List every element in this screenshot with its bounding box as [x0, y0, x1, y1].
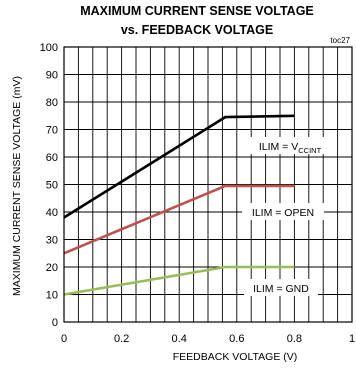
- y-tick-label: 100: [40, 42, 58, 54]
- annotation-main-text: ILIM = OPEN: [252, 207, 314, 219]
- y-tick-label: 70: [46, 125, 58, 137]
- x-axis-label: FEEDBACK VOLTAGE (V): [173, 351, 297, 363]
- y-tick-label: 50: [46, 180, 58, 192]
- chart-title-line-1: MAXIMUM CURRENT SENSE VOLTAGE: [80, 4, 314, 18]
- y-tick-label: 0: [52, 317, 58, 329]
- y-tick-label: 20: [46, 262, 58, 274]
- plot-area-frame: [63, 46, 353, 323]
- x-tick-label: 0.2: [114, 333, 129, 345]
- x-tick-label: 1: [349, 333, 355, 345]
- annotation-background: [244, 279, 318, 296]
- series-line-2: [63, 184, 295, 255]
- annotation-layer: ILIM = VCCINT ILIM = OPEN ILIM = GND: [242, 137, 336, 296]
- annotation-background: [242, 203, 324, 220]
- x-tick-label: 0.6: [229, 333, 244, 345]
- y-tick-label: 10: [46, 290, 58, 302]
- x-tick-label: 0.4: [172, 333, 187, 345]
- y-tick-label: 40: [46, 207, 58, 219]
- series-annotation-2: ILIM = OPEN: [252, 207, 314, 219]
- series-annotation-1: ILIM = VCCINT: [259, 141, 322, 155]
- y-axis-label: MAXIMUM CURRENT SENSE VOLTAGE (mV): [11, 76, 23, 296]
- y-tick-label: 30: [46, 235, 58, 247]
- series-line-1: [63, 114, 295, 219]
- series-layer: [63, 114, 295, 296]
- x-tick-label: 0: [61, 333, 67, 345]
- annotation-main-text: ILIM = V: [259, 141, 298, 153]
- x-tick-label: 0.8: [287, 333, 302, 345]
- figure-id: toc27: [330, 36, 350, 45]
- series-line-3: [63, 265, 295, 296]
- annotation-subscript: CCINT: [298, 146, 321, 155]
- y-tick-label: 60: [46, 152, 58, 164]
- annotation-background: [244, 137, 336, 154]
- y-tick-label: 80: [46, 97, 58, 109]
- chart-title-line-2: vs. FEEDBACK VOLTAGE: [121, 23, 273, 37]
- annotation-main-text: ILIM = GND: [253, 283, 309, 295]
- y-tick-label: 90: [46, 70, 58, 82]
- series-annotation-3: ILIM = GND: [253, 283, 309, 295]
